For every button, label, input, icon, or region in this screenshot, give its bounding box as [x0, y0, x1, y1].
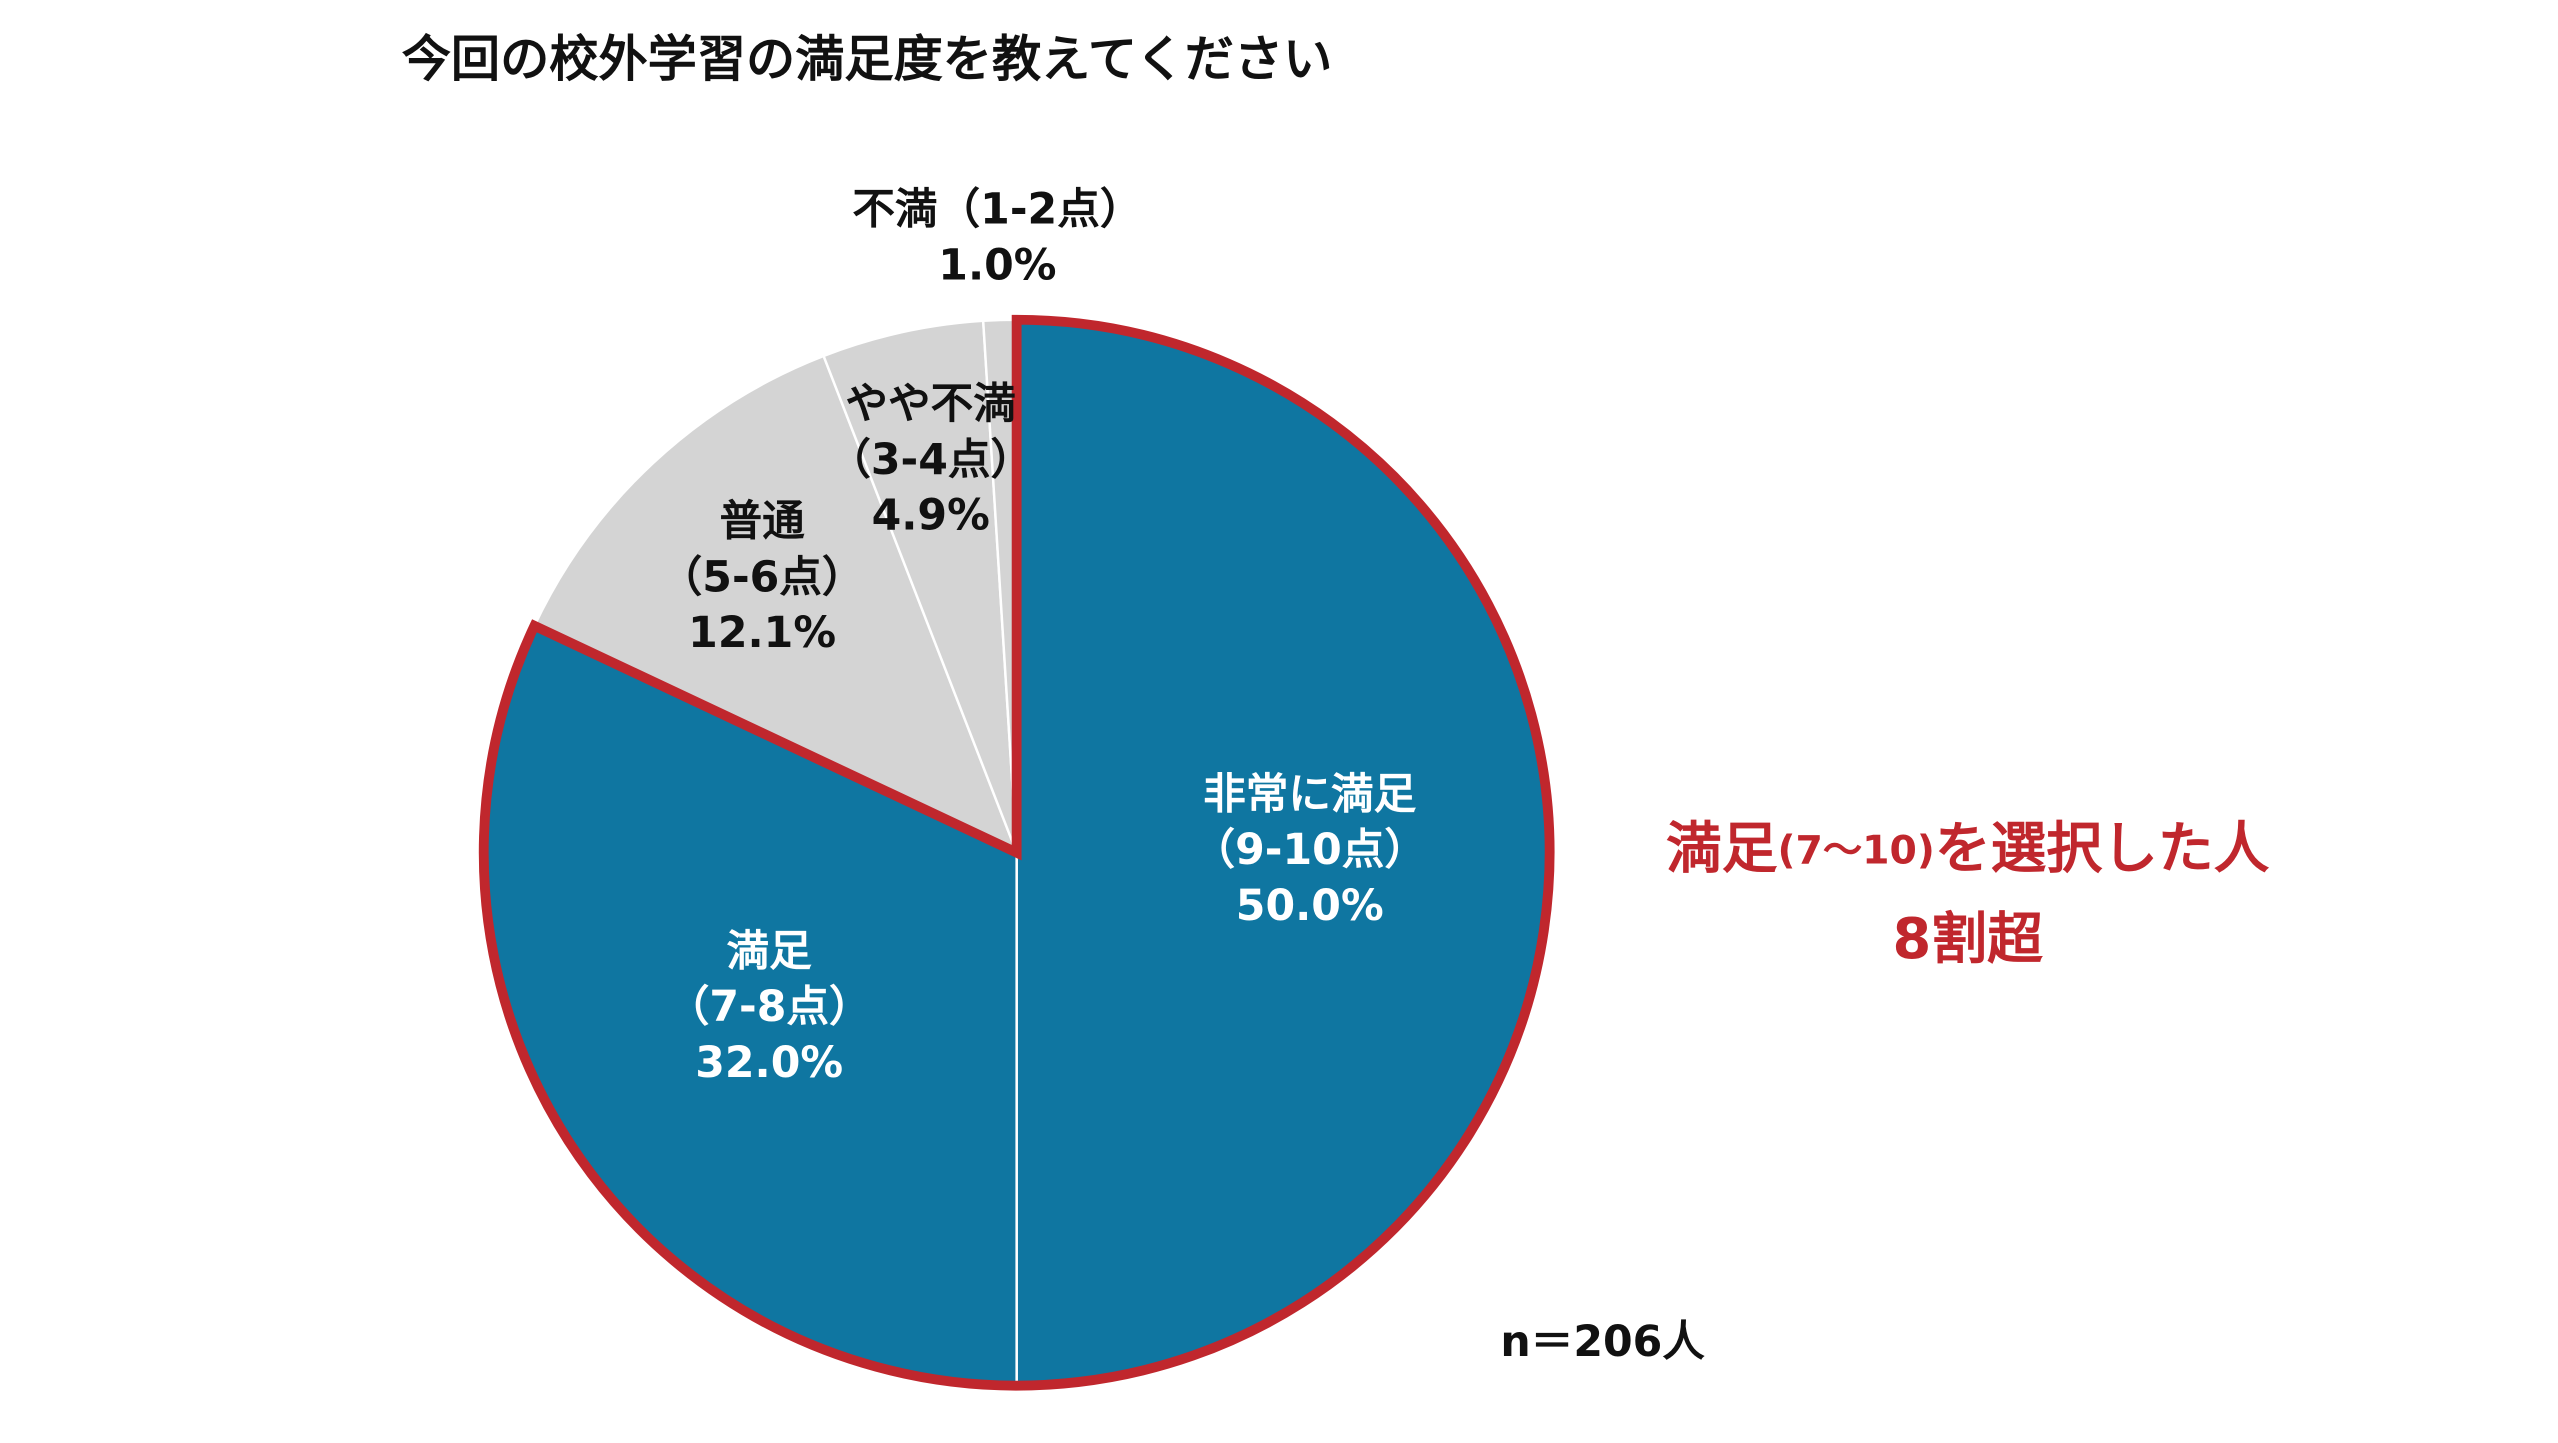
category-label: 普通 [720, 497, 806, 547]
annotation-part: 満足 [1666, 817, 1778, 882]
category-label: （5-6点） [660, 552, 865, 602]
pie-slice [821, 319, 1018, 854]
highlight-outline [478, 314, 1555, 1391]
sample-note: n＝206人 [1500, 1317, 1705, 1367]
category-label: やや不満 [845, 379, 1016, 429]
category-label: 満足 [727, 926, 813, 976]
annotation: 8割超 [1893, 907, 2044, 972]
category-label: （9-10点） [1192, 825, 1427, 875]
category-label: 非常に満足 [1203, 769, 1416, 819]
annotation-part: (7〜10) [1777, 827, 1934, 873]
category-label: 不満（1-2点） [852, 185, 1142, 235]
annotation: 満足(7〜10)を選択した人 [1666, 817, 2270, 882]
data-label: 32.0% [695, 1038, 843, 1088]
pie-slice [532, 354, 1019, 856]
data-label: 50.0% [1236, 881, 1384, 931]
annotation-part: を選択した人 [1935, 817, 2270, 882]
data-label: 1.0% [938, 241, 1056, 291]
category-label: （7-8点） [667, 982, 872, 1032]
chart-title: 今回の校外学習の満足度を教えてください [402, 30, 1333, 88]
category-label: （3-4点） [828, 435, 1033, 485]
data-label: 4.9% [872, 491, 990, 541]
data-label: 12.1% [688, 608, 836, 658]
